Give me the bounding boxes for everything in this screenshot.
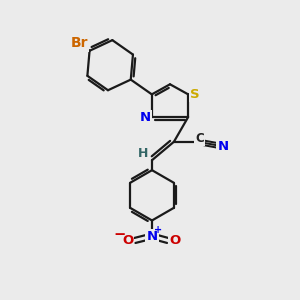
Text: −: − [114,227,126,242]
Text: N: N [140,111,151,124]
Text: N: N [218,140,229,153]
Text: C: C [195,132,204,145]
Text: O: O [122,234,133,247]
Text: H: H [138,147,148,161]
Text: Br: Br [70,36,88,50]
Text: O: O [169,234,181,247]
Text: N: N [146,230,158,243]
Text: S: S [190,88,199,101]
Text: +: + [154,225,162,235]
